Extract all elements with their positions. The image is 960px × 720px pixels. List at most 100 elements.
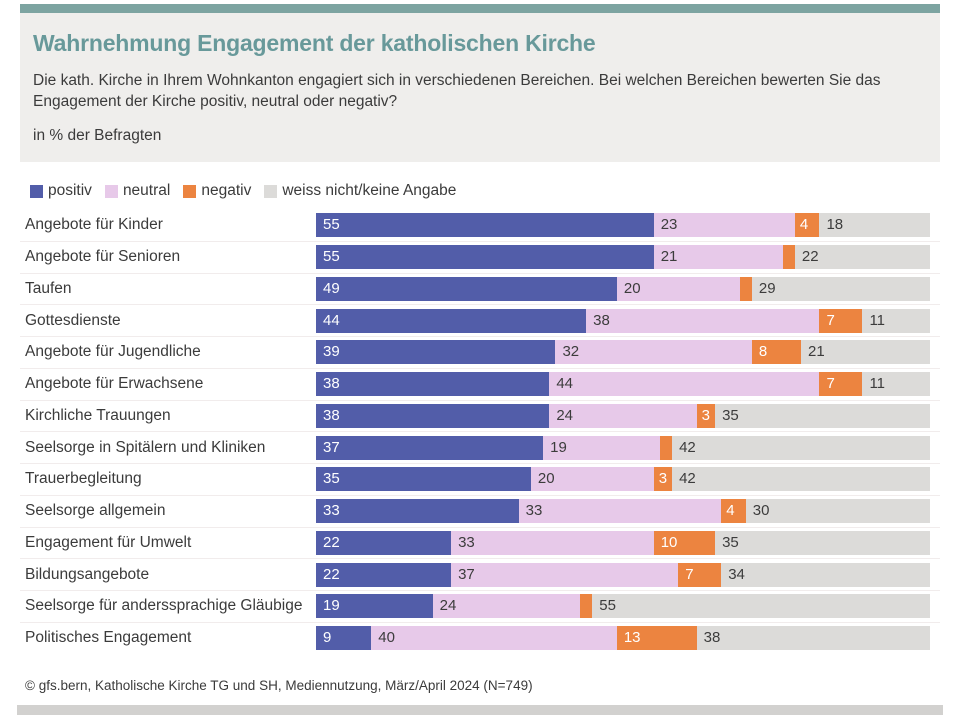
source-note: © gfs.bern, Katholische Kirche TG und SH… bbox=[25, 678, 533, 693]
stacked-bar: 22 37 7 34 bbox=[316, 562, 930, 587]
category-label: Taufen bbox=[25, 279, 72, 297]
chart-row: Seelsorge für anderssprachige Gläubige 19… bbox=[20, 590, 940, 622]
bar-segment-positiv: 55 bbox=[316, 245, 654, 270]
chart-row: Gottesdienste 44 38 7 11 bbox=[20, 304, 940, 336]
chart-row: Taufen 49 20 29 bbox=[20, 272, 940, 305]
bar-segment-neutral: 24 bbox=[549, 403, 697, 428]
category-label: Seelsorge in Spitälern und Kliniken bbox=[25, 438, 266, 456]
bar-segment-neutral: 38 bbox=[586, 308, 820, 333]
category-label: Trauerbegleitung bbox=[25, 470, 142, 488]
bar-segment-weiss: 35 bbox=[715, 403, 930, 428]
legend-item-positiv: positiv bbox=[30, 182, 92, 200]
bar-segment-positiv: 22 bbox=[316, 562, 452, 587]
page-title: Wahrnehmung Engagement der katholischen … bbox=[33, 30, 596, 56]
legend-label: neutral bbox=[122, 182, 171, 199]
bar-segment-negativ: 7 bbox=[678, 562, 722, 587]
chart-row: Trauerbegleitung 35 20 3 42 bbox=[20, 463, 940, 495]
bar-segment-negativ: 4 bbox=[721, 499, 746, 524]
bar-segment-weiss: 18 bbox=[819, 212, 930, 237]
bar-segment-weiss: 42 bbox=[672, 435, 930, 460]
bar-segment-negativ: 3 bbox=[653, 467, 673, 492]
bar-segment-negativ: 13 bbox=[616, 626, 697, 651]
chart-row: Politisches Engagement 9 40 13 38 bbox=[20, 621, 940, 654]
category-label: Gottesdienste bbox=[25, 311, 121, 329]
bar-segment-negativ bbox=[659, 435, 673, 460]
bar-segment-negativ bbox=[782, 245, 795, 270]
bar-segment-weiss: 38 bbox=[696, 626, 930, 651]
category-label: Angebote für Kinder bbox=[25, 215, 163, 233]
bar-segment-positiv: 38 bbox=[316, 372, 550, 397]
stacked-bar: 55 23 4 18 bbox=[316, 212, 930, 237]
top-accent-bar bbox=[20, 4, 940, 13]
chart-row: Kirchliche Trauungen 38 24 3 35 bbox=[20, 399, 940, 432]
chart-row: Bildungsangebote 22 37 7 34 bbox=[20, 558, 940, 590]
stacked-bar: 9 40 13 38 bbox=[316, 626, 930, 651]
bar-segment-neutral: 32 bbox=[555, 340, 752, 365]
stacked-bar: 38 24 3 35 bbox=[316, 403, 930, 428]
stacked-bar: 38 44 7 11 bbox=[316, 372, 930, 397]
bar-segment-positiv: 37 bbox=[316, 435, 544, 460]
category-label: Seelsorge für anderssprachige Gläubige bbox=[25, 597, 303, 615]
bar-segment-neutral: 37 bbox=[451, 562, 679, 587]
bar-segment-neutral: 23 bbox=[653, 212, 795, 237]
chart-row: Seelsorge allgemein 33 33 4 30 bbox=[20, 494, 940, 527]
legend-label: weiss nicht/keine Angabe bbox=[282, 182, 457, 199]
bar-segment-weiss: 29 bbox=[751, 276, 930, 301]
bar-segment-positiv: 39 bbox=[316, 340, 556, 365]
stacked-bar: 39 32 8 21 bbox=[316, 340, 930, 365]
legend-item-neutral: neutral bbox=[104, 182, 171, 200]
bar-segment-negativ: 3 bbox=[696, 403, 716, 428]
bar-segment-positiv: 19 bbox=[316, 594, 433, 619]
category-label: Angebote für Senioren bbox=[25, 248, 181, 266]
bar-segment-neutral: 21 bbox=[653, 245, 783, 270]
category-label: Politisches Engagement bbox=[25, 629, 192, 647]
chart-row: Engagement für Umwelt 22 33 10 35 bbox=[20, 526, 940, 559]
legend-label: negativ bbox=[201, 182, 252, 199]
stacked-bar: 44 38 7 11 bbox=[316, 308, 930, 333]
survey-question: Die kath. Kirche in Ihrem Wohnkanton eng… bbox=[33, 72, 881, 110]
stacked-bar: 55 21 22 bbox=[316, 245, 930, 270]
bar-segment-negativ: 8 bbox=[751, 340, 802, 365]
bar-segment-weiss: 42 bbox=[672, 467, 930, 492]
chart-row: Angebote für Kinder 55 23 4 18 bbox=[20, 209, 940, 241]
stacked-bar: 33 33 4 30 bbox=[316, 499, 930, 524]
bar-segment-neutral: 33 bbox=[518, 499, 722, 524]
stacked-bar: 49 20 29 bbox=[316, 276, 930, 301]
stacked-bar: 37 19 42 bbox=[316, 435, 930, 460]
bar-segment-positiv: 38 bbox=[316, 403, 550, 428]
bar-segment-weiss: 11 bbox=[862, 372, 930, 397]
category-label: Seelsorge allgemein bbox=[25, 502, 166, 520]
bar-segment-weiss: 34 bbox=[721, 562, 930, 587]
chart-row: Seelsorge in Spitälern und Kliniken 37 19 4… bbox=[20, 431, 940, 463]
bar-segment-positiv: 9 bbox=[316, 626, 372, 651]
bar-segment-neutral: 40 bbox=[371, 626, 617, 651]
bar-segment-positiv: 22 bbox=[316, 530, 452, 555]
legend-swatch bbox=[264, 184, 278, 198]
bar-segment-positiv: 33 bbox=[316, 499, 519, 524]
legend-item-negativ: negativ bbox=[183, 182, 251, 200]
legend-swatch bbox=[183, 184, 197, 198]
bar-segment-negativ bbox=[580, 594, 593, 619]
legend-swatch bbox=[30, 184, 43, 198]
legend-label: positiv bbox=[48, 182, 92, 199]
legend-item-weiss: weiss nicht/keine Angabe bbox=[264, 182, 456, 200]
unit-note: in % der Befragten bbox=[33, 127, 162, 144]
bar-segment-weiss: 35 bbox=[715, 530, 930, 555]
chart-row: Angebote für Erwachsene 38 44 7 11 bbox=[20, 367, 940, 400]
bar-segment-negativ: 4 bbox=[794, 212, 820, 237]
bar-segment-neutral: 19 bbox=[543, 435, 660, 460]
category-label: Engagement für Umwelt bbox=[25, 533, 192, 551]
stacked-bar: 35 20 3 42 bbox=[316, 467, 930, 492]
category-label: Angebote für Erwachsene bbox=[25, 375, 204, 393]
bottom-accent-bar bbox=[17, 705, 943, 715]
legend: positiv neutral negativ weiss nicht/keine A… bbox=[30, 182, 456, 200]
bar-segment-neutral: 24 bbox=[432, 594, 581, 619]
bar-segment-negativ: 7 bbox=[819, 372, 863, 397]
category-label: Kirchliche Trauungen bbox=[25, 406, 171, 424]
legend-swatch bbox=[104, 184, 118, 198]
chart-row: Angebote für Senioren 55 21 22 bbox=[20, 240, 940, 273]
bar-segment-neutral: 33 bbox=[451, 530, 654, 555]
bar-segment-weiss: 55 bbox=[592, 594, 930, 619]
chart-rows: Angebote für Kinder 55 23 4 18 Angebote für S… bbox=[20, 209, 940, 654]
